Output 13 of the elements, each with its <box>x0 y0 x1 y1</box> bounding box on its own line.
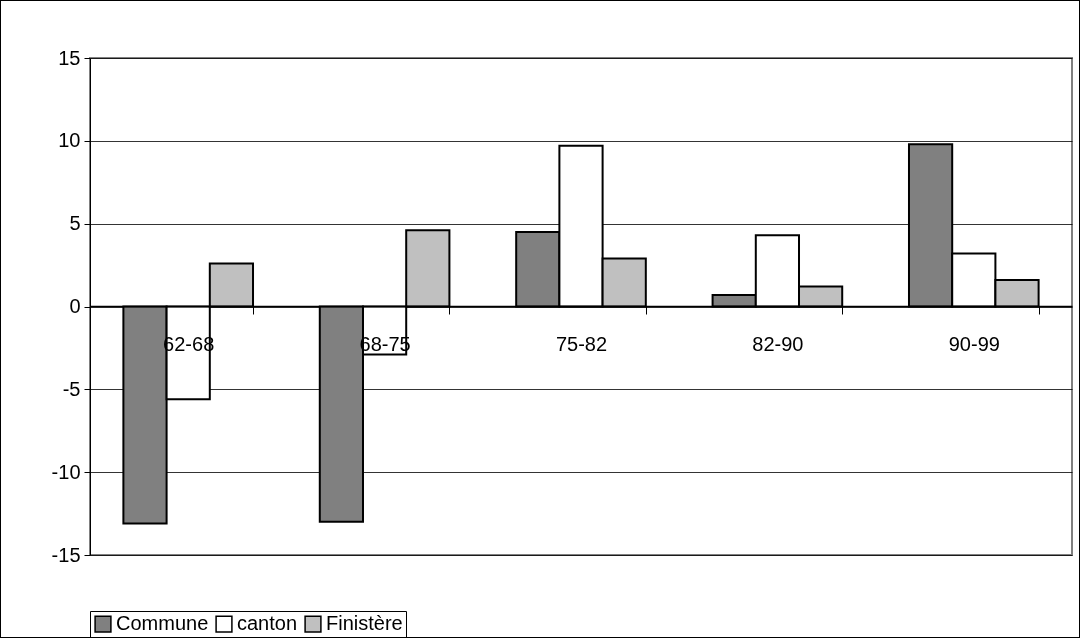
legend-label: canton <box>237 612 298 635</box>
y-tick-label: -15 <box>51 543 81 566</box>
y-tick-label: 5 <box>69 212 81 235</box>
x-tick-label: 75-82 <box>555 332 608 355</box>
y-tick-label: 15 <box>58 46 81 69</box>
x-tick-label: 82-90 <box>752 332 804 355</box>
legend-label: Finistère <box>326 612 403 635</box>
legend-label: Commune <box>116 612 209 635</box>
y-tick-label: -5 <box>62 377 81 400</box>
x-tick-label: 90-99 <box>948 332 1000 355</box>
y-tick-label: 10 <box>58 129 81 152</box>
y-tick-label: 0 <box>69 295 81 317</box>
y-tick-label: -10 <box>51 460 81 483</box>
